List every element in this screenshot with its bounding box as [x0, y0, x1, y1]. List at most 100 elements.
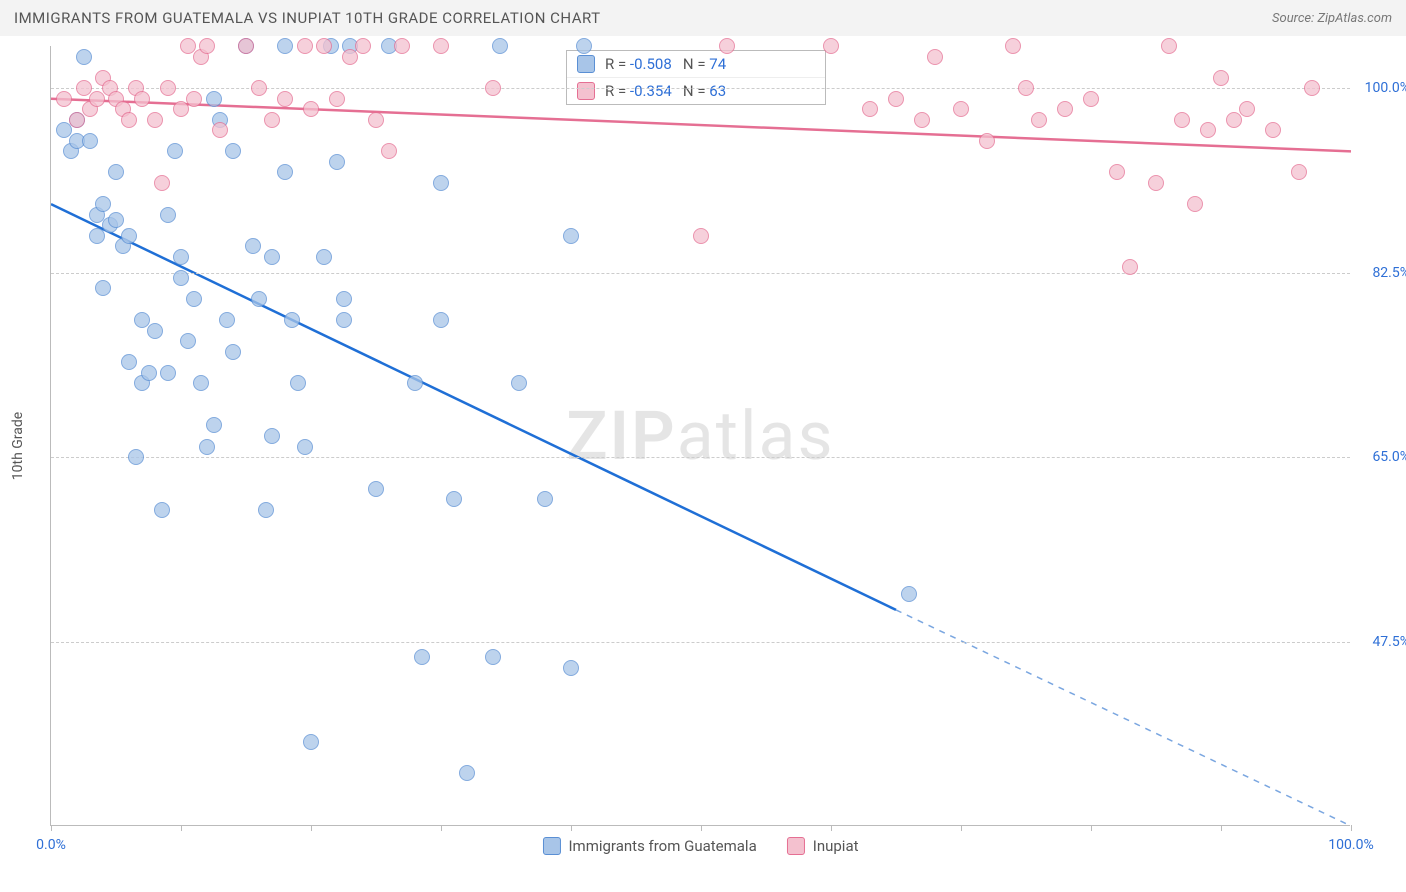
watermark: ZIPatlas [566, 396, 834, 476]
trendlines-svg [51, 46, 1351, 826]
x-tick [571, 825, 572, 831]
scatter-point-guatemala [264, 428, 280, 444]
chart-title: IMMIGRANTS FROM GUATEMALA VS INUPIAT 10T… [14, 9, 601, 27]
scatter-point-guatemala [277, 38, 293, 54]
legend-item-inupiat: Inupiat [787, 837, 859, 855]
scatter-point-guatemala [173, 249, 189, 265]
scatter-point-inupiat [823, 38, 839, 54]
x-tick [311, 825, 312, 831]
scatter-point-inupiat [1018, 80, 1034, 96]
y-tick-label: 82.5% [1372, 265, 1406, 281]
scatter-point-inupiat [1239, 101, 1255, 117]
scatter-point-inupiat [355, 38, 371, 54]
scatter-point-guatemala [303, 734, 319, 750]
scatter-point-guatemala [186, 291, 202, 307]
scatter-point-inupiat [186, 91, 202, 107]
scatter-point-inupiat [888, 91, 904, 107]
scatter-point-guatemala [459, 765, 475, 781]
scatter-point-guatemala [329, 154, 345, 170]
scatter-point-guatemala [264, 249, 280, 265]
scatter-point-guatemala [167, 143, 183, 159]
scatter-point-guatemala [225, 344, 241, 360]
watermark-part1: ZIP [566, 396, 676, 476]
source-label: Source: [1272, 11, 1314, 26]
scatter-point-inupiat [303, 101, 319, 117]
x-tick [51, 825, 52, 831]
scatter-point-inupiat [953, 101, 969, 117]
scatter-point-inupiat [69, 112, 85, 128]
scatter-point-guatemala [368, 481, 384, 497]
source-attribution: Source: ZipAtlas.com [1272, 11, 1392, 26]
x-tick [1091, 825, 1092, 831]
stats-box: R = -0.508 N = 74R = -0.354 N = 63 [566, 50, 826, 105]
scatter-point-inupiat [719, 38, 735, 54]
x-tick [441, 825, 442, 831]
legend-swatch-inupiat [787, 837, 805, 855]
stats-row-guatemala: R = -0.508 N = 74 [567, 51, 825, 77]
scatter-point-inupiat [1213, 70, 1229, 86]
stats-row-inupiat: R = -0.354 N = 63 [567, 77, 825, 104]
scatter-point-inupiat [693, 228, 709, 244]
scatter-point-guatemala [258, 502, 274, 518]
scatter-point-guatemala [446, 491, 462, 507]
scatter-point-guatemala [414, 649, 430, 665]
scatter-point-inupiat [329, 91, 345, 107]
scatter-point-inupiat [485, 80, 501, 96]
scatter-point-guatemala [563, 660, 579, 676]
scatter-point-guatemala [284, 312, 300, 328]
legend: Immigrants from Guatemala Inupiat [542, 837, 858, 855]
scatter-point-guatemala [563, 228, 579, 244]
gridline [51, 273, 1350, 274]
gridline [51, 457, 1350, 458]
scatter-point-guatemala [485, 649, 501, 665]
scatter-point-inupiat [1174, 112, 1190, 128]
scatter-point-guatemala [433, 312, 449, 328]
scatter-point-inupiat [154, 175, 170, 191]
scatter-point-guatemala [433, 175, 449, 191]
scatter-point-inupiat [1200, 122, 1216, 138]
gridline [51, 88, 1350, 89]
scatter-point-guatemala [121, 354, 137, 370]
scatter-point-inupiat [1291, 164, 1307, 180]
scatter-point-guatemala [141, 365, 157, 381]
x-tick [1351, 825, 1352, 831]
gridline [51, 642, 1350, 643]
scatter-point-guatemala [225, 143, 241, 159]
scatter-point-inupiat [1005, 38, 1021, 54]
scatter-point-inupiat [316, 38, 332, 54]
scatter-point-guatemala [160, 365, 176, 381]
header-bar: IMMIGRANTS FROM GUATEMALA VS INUPIAT 10T… [0, 0, 1406, 36]
scatter-point-guatemala [154, 502, 170, 518]
scatter-point-guatemala [82, 133, 98, 149]
scatter-point-inupiat [160, 80, 176, 96]
scatter-point-inupiat [862, 101, 878, 117]
scatter-point-guatemala [147, 323, 163, 339]
x-tick [961, 825, 962, 831]
scatter-point-guatemala [95, 196, 111, 212]
scatter-point-inupiat [134, 91, 150, 107]
scatter-point-guatemala [128, 449, 144, 465]
y-tick-label: 47.5% [1372, 634, 1406, 650]
scatter-point-guatemala [336, 291, 352, 307]
x-tick [1221, 825, 1222, 831]
y-tick-label: 100.0% [1365, 80, 1406, 96]
trendline-guatemala [51, 204, 896, 610]
plot-area: ZIPatlas R = -0.508 N = 74R = -0.354 N =… [50, 46, 1350, 826]
scatter-point-inupiat [1148, 175, 1164, 191]
scatter-point-guatemala [290, 375, 306, 391]
x-tick [831, 825, 832, 831]
scatter-point-guatemala [407, 375, 423, 391]
scatter-point-inupiat [56, 91, 72, 107]
scatter-point-guatemala [160, 207, 176, 223]
scatter-point-inupiat [1109, 164, 1125, 180]
scatter-point-guatemala [121, 228, 137, 244]
legend-label-guatemala: Immigrants from Guatemala [568, 837, 756, 855]
legend-item-guatemala: Immigrants from Guatemala [542, 837, 756, 855]
scatter-point-inupiat [1187, 196, 1203, 212]
y-tick-label: 65.0% [1372, 449, 1406, 465]
scatter-point-guatemala [492, 38, 508, 54]
scatter-point-inupiat [1031, 112, 1047, 128]
scatter-point-inupiat [264, 112, 280, 128]
scatter-point-guatemala [576, 38, 592, 54]
scatter-point-guatemala [537, 491, 553, 507]
